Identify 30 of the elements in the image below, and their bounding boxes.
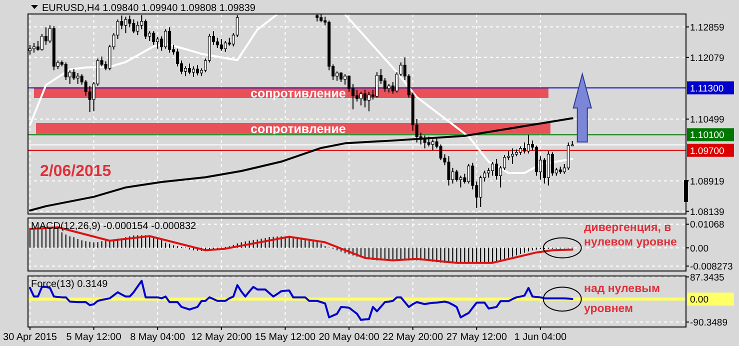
y-tick-label: 1.08919 xyxy=(690,176,724,188)
ref-line-label: 1.10100 xyxy=(690,130,724,142)
chart-title: Force(13) 0.3149 xyxy=(31,279,108,290)
x-tick-label: 15 May 12:00 xyxy=(254,332,316,343)
x-tick-label: 30 Apr 2015 xyxy=(3,332,58,343)
band-label: сопротивление xyxy=(250,86,346,100)
annotation: 2/06/2015 xyxy=(40,163,112,180)
chart-title: MACD(12,26,9) -0.000154 -0.000832 xyxy=(31,221,197,232)
y-tick-label: 87.3435 xyxy=(690,272,724,284)
annotation: над нулевым уровнем xyxy=(584,283,660,315)
y-tick-label: -90.3489 xyxy=(690,318,728,329)
annotation: дивергенция, в нулевом уровне xyxy=(584,222,677,248)
y-tick-label: -0.008273 xyxy=(690,262,733,273)
y-tick-label: 1.12079 xyxy=(690,52,724,64)
ref-line-label: 1.09700 xyxy=(690,146,724,157)
y-tick-label: 0.00 xyxy=(690,243,708,254)
x-tick-label: 5 May 12:00 xyxy=(66,332,122,343)
y-tick-label: 1.10499 xyxy=(690,114,724,126)
x-tick-label: 12 May 20:00 xyxy=(191,332,252,343)
x-tick-label: 8 May 04:00 xyxy=(130,332,186,343)
x-tick-label: 22 May 20:00 xyxy=(382,332,444,343)
x-tick-label: 27 May 12:00 xyxy=(446,332,508,343)
ref-line-label: 1.11300 xyxy=(690,83,724,94)
band-label: сопротивление xyxy=(250,122,346,136)
y-tick-label: 1.12859 xyxy=(690,22,724,34)
chart-title: EURUSD,H4 1.09840 1.09940 1.09808 1.09839 xyxy=(42,3,256,14)
x-tick-label: 1 Jun 04:00 xyxy=(514,332,568,343)
x-tick-label: 20 May 04:00 xyxy=(318,332,380,343)
y-tick-label: 1.08139 xyxy=(690,206,724,218)
y-tick-label: 0.01068 xyxy=(690,220,724,231)
